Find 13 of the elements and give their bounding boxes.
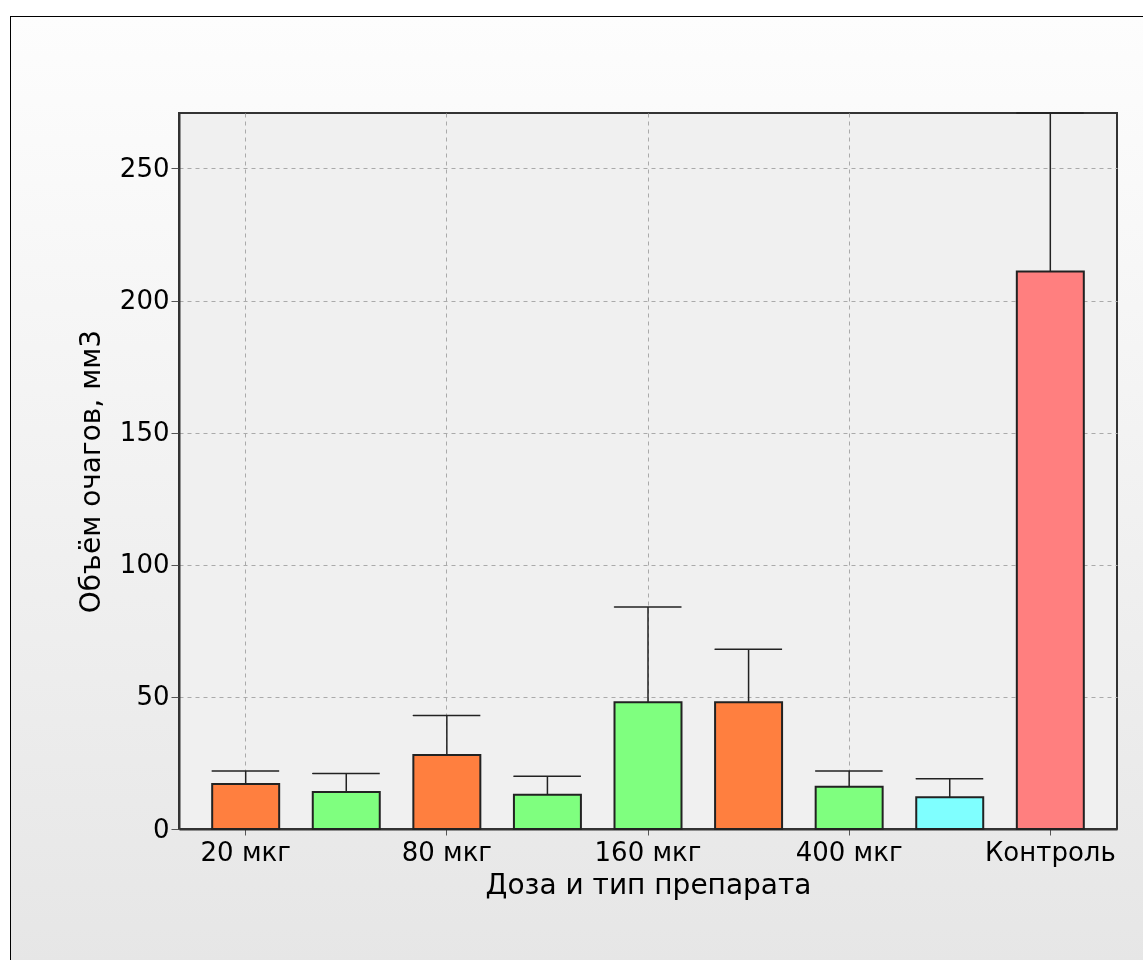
- y-tick-label: 100: [119, 549, 170, 580]
- y-tick-label: 0: [152, 813, 170, 844]
- x-tick-label: 400 мкг: [795, 836, 903, 867]
- x-tick-label: 160 мкг: [594, 836, 702, 867]
- y-axis-title: Объём очагов, мм3: [73, 329, 107, 614]
- x-tick-label: 80 мкг: [401, 836, 493, 867]
- x-axis-title: Доза и тип препарата: [485, 867, 812, 901]
- y-tick-label: 200: [119, 285, 170, 316]
- x-tick-label: Контроль: [984, 836, 1116, 867]
- y-tick-label: 250: [119, 152, 170, 183]
- y-tick-label: 50: [136, 681, 170, 712]
- x-tick-label: 20 мкг: [200, 836, 291, 867]
- y-tick-label: 150: [119, 417, 170, 448]
